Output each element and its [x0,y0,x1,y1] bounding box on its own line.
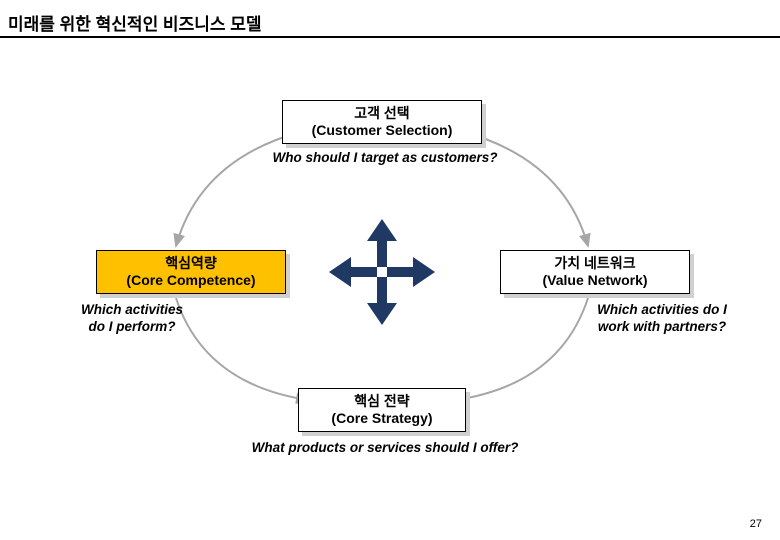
question-top: Who should I target as customers? [240,150,530,167]
question-bottom: What products or services should I offer… [200,440,570,457]
customer-selection-box: 고객 선택 (Customer Selection) [282,100,482,144]
question-left: Which activities do I perform? [72,302,192,336]
box-label-en: (Core Strategy) [299,410,465,428]
value-network-box: 가치 네트워크 (Value Network) [500,250,690,294]
core-strategy-box: 핵심 전략 (Core Strategy) [298,388,466,432]
box-label-en: (Value Network) [501,272,689,290]
cross-arrows-icon [327,217,437,327]
question-right: Which activities do I work with partners… [592,302,732,336]
box-label-ko: 핵심 전략 [299,393,465,411]
core-competence-box: 핵심역량 (Core Competence) [96,250,286,294]
box-label-en: (Customer Selection) [283,122,481,140]
box-label-en: (Core Competence) [97,272,285,290]
box-label-ko: 핵심역량 [97,255,285,273]
box-label-ko: 가치 네트워크 [501,255,689,273]
page-number: 27 [750,518,762,530]
box-label-ko: 고객 선택 [283,105,481,123]
